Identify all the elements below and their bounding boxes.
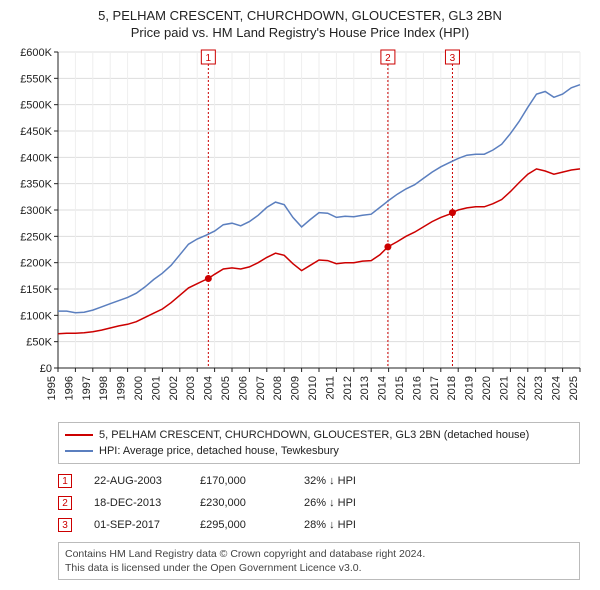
x-tick-label: 2011 — [324, 376, 336, 400]
sales-marker-badge: 2 — [58, 496, 72, 510]
y-tick-label: £300K — [20, 205, 52, 217]
x-tick-label: 2006 — [237, 376, 249, 400]
x-tick-label: 2018 — [446, 376, 458, 400]
sale-marker-number: 3 — [450, 53, 456, 64]
x-tick-label: 2000 — [133, 376, 145, 400]
x-tick-label: 2008 — [272, 376, 284, 400]
legend-row: HPI: Average price, detached house, Tewk… — [65, 443, 573, 459]
y-tick-label: £350K — [20, 179, 52, 191]
y-tick-label: £0 — [40, 363, 52, 375]
x-tick-label: 2005 — [220, 376, 232, 400]
y-tick-label: £450K — [20, 126, 52, 138]
y-tick-label: £250K — [20, 231, 52, 243]
sales-date: 22-AUG-2003 — [76, 475, 196, 487]
x-tick-label: 1997 — [81, 376, 93, 400]
sale-dot — [384, 243, 391, 250]
legend-swatch — [65, 434, 93, 436]
sale-marker-number: 2 — [385, 53, 391, 64]
y-tick-label: £200K — [20, 258, 52, 270]
y-tick-label: £150K — [20, 284, 52, 296]
x-tick-label: 2021 — [498, 376, 510, 400]
x-tick-label: 1998 — [98, 376, 110, 400]
y-tick-label: £50K — [26, 337, 52, 349]
chart-title-line2: Price paid vs. HM Land Registry's House … — [10, 25, 590, 40]
x-tick-label: 2009 — [290, 376, 302, 400]
x-tick-label: 2022 — [516, 376, 528, 400]
sale-marker-number: 1 — [206, 53, 212, 64]
x-tick-label: 1996 — [63, 376, 75, 400]
y-tick-label: £100K — [20, 310, 52, 322]
x-tick-label: 2013 — [359, 376, 371, 400]
x-tick-label: 2023 — [533, 376, 545, 400]
x-tick-label: 2015 — [394, 376, 406, 400]
x-tick-label: 2007 — [255, 376, 267, 400]
x-tick-label: 2012 — [342, 376, 354, 400]
sales-row: 2 18-DEC-2013 £230,000 26% ↓ HPI — [58, 492, 580, 514]
y-tick-label: £500K — [20, 100, 52, 112]
x-tick-label: 2017 — [429, 376, 441, 400]
legend-swatch — [65, 450, 93, 452]
sales-marker-badge: 3 — [58, 518, 72, 532]
x-tick-label: 2019 — [464, 376, 476, 400]
chart-title-line1: 5, PELHAM CRESCENT, CHURCHDOWN, GLOUCEST… — [10, 8, 590, 23]
sales-price: £295,000 — [200, 519, 300, 531]
y-tick-label: £400K — [20, 152, 52, 164]
attribution-line2: This data is licensed under the Open Gov… — [65, 561, 573, 575]
x-tick-label: 2024 — [551, 376, 563, 400]
x-tick-label: 2014 — [377, 376, 389, 400]
sales-diff: 26% ↓ HPI — [304, 497, 414, 509]
x-tick-label: 2003 — [185, 376, 197, 400]
chart-area: £0 £50K £100K £150K £200K £250K £300K £350K £400… — [10, 46, 590, 416]
legend-box: 5, PELHAM CRESCENT, CHURCHDOWN, GLOUCEST… — [58, 422, 580, 464]
sales-date: 18-DEC-2013 — [76, 497, 196, 509]
sale-dot — [205, 275, 212, 282]
x-tick-label: 2004 — [203, 376, 215, 400]
y-tick-label: £550K — [20, 73, 52, 85]
legend-row: 5, PELHAM CRESCENT, CHURCHDOWN, GLOUCEST… — [65, 427, 573, 443]
x-tick-label: 2001 — [150, 376, 162, 400]
sales-marker-badge: 1 — [58, 474, 72, 488]
x-tick-label: 2020 — [481, 376, 493, 400]
x-tick-label: 1999 — [116, 376, 128, 400]
sales-table: 1 22-AUG-2003 £170,000 32% ↓ HPI 2 18-DEC-201… — [58, 470, 580, 536]
legend-label: 5, PELHAM CRESCENT, CHURCHDOWN, GLOUCEST… — [99, 429, 529, 441]
chart-svg: £0 £50K £100K £150K £200K £250K £300K £350K £400… — [10, 46, 590, 416]
sales-row: 1 22-AUG-2003 £170,000 32% ↓ HPI — [58, 470, 580, 492]
sale-dot — [449, 209, 456, 216]
x-tick-label: 2025 — [568, 376, 580, 400]
sales-date: 01-SEP-2017 — [76, 519, 196, 531]
x-tick-label: 2010 — [307, 376, 319, 400]
sales-diff: 32% ↓ HPI — [304, 475, 414, 487]
x-tick-label: 1995 — [46, 376, 58, 400]
attribution-box: Contains HM Land Registry data © Crown c… — [58, 542, 580, 580]
sales-price: £230,000 — [200, 497, 300, 509]
legend-label: HPI: Average price, detached house, Tewk… — [99, 445, 339, 457]
attribution-line1: Contains HM Land Registry data © Crown c… — [65, 547, 573, 561]
container: 5, PELHAM CRESCENT, CHURCHDOWN, GLOUCEST… — [0, 0, 600, 590]
sales-price: £170,000 — [200, 475, 300, 487]
x-tick-label: 2016 — [411, 376, 423, 400]
y-tick-label: £600K — [20, 47, 52, 59]
sales-row: 3 01-SEP-2017 £295,000 28% ↓ HPI — [58, 514, 580, 536]
x-tick-label: 2002 — [168, 376, 180, 400]
sales-diff: 28% ↓ HPI — [304, 519, 414, 531]
